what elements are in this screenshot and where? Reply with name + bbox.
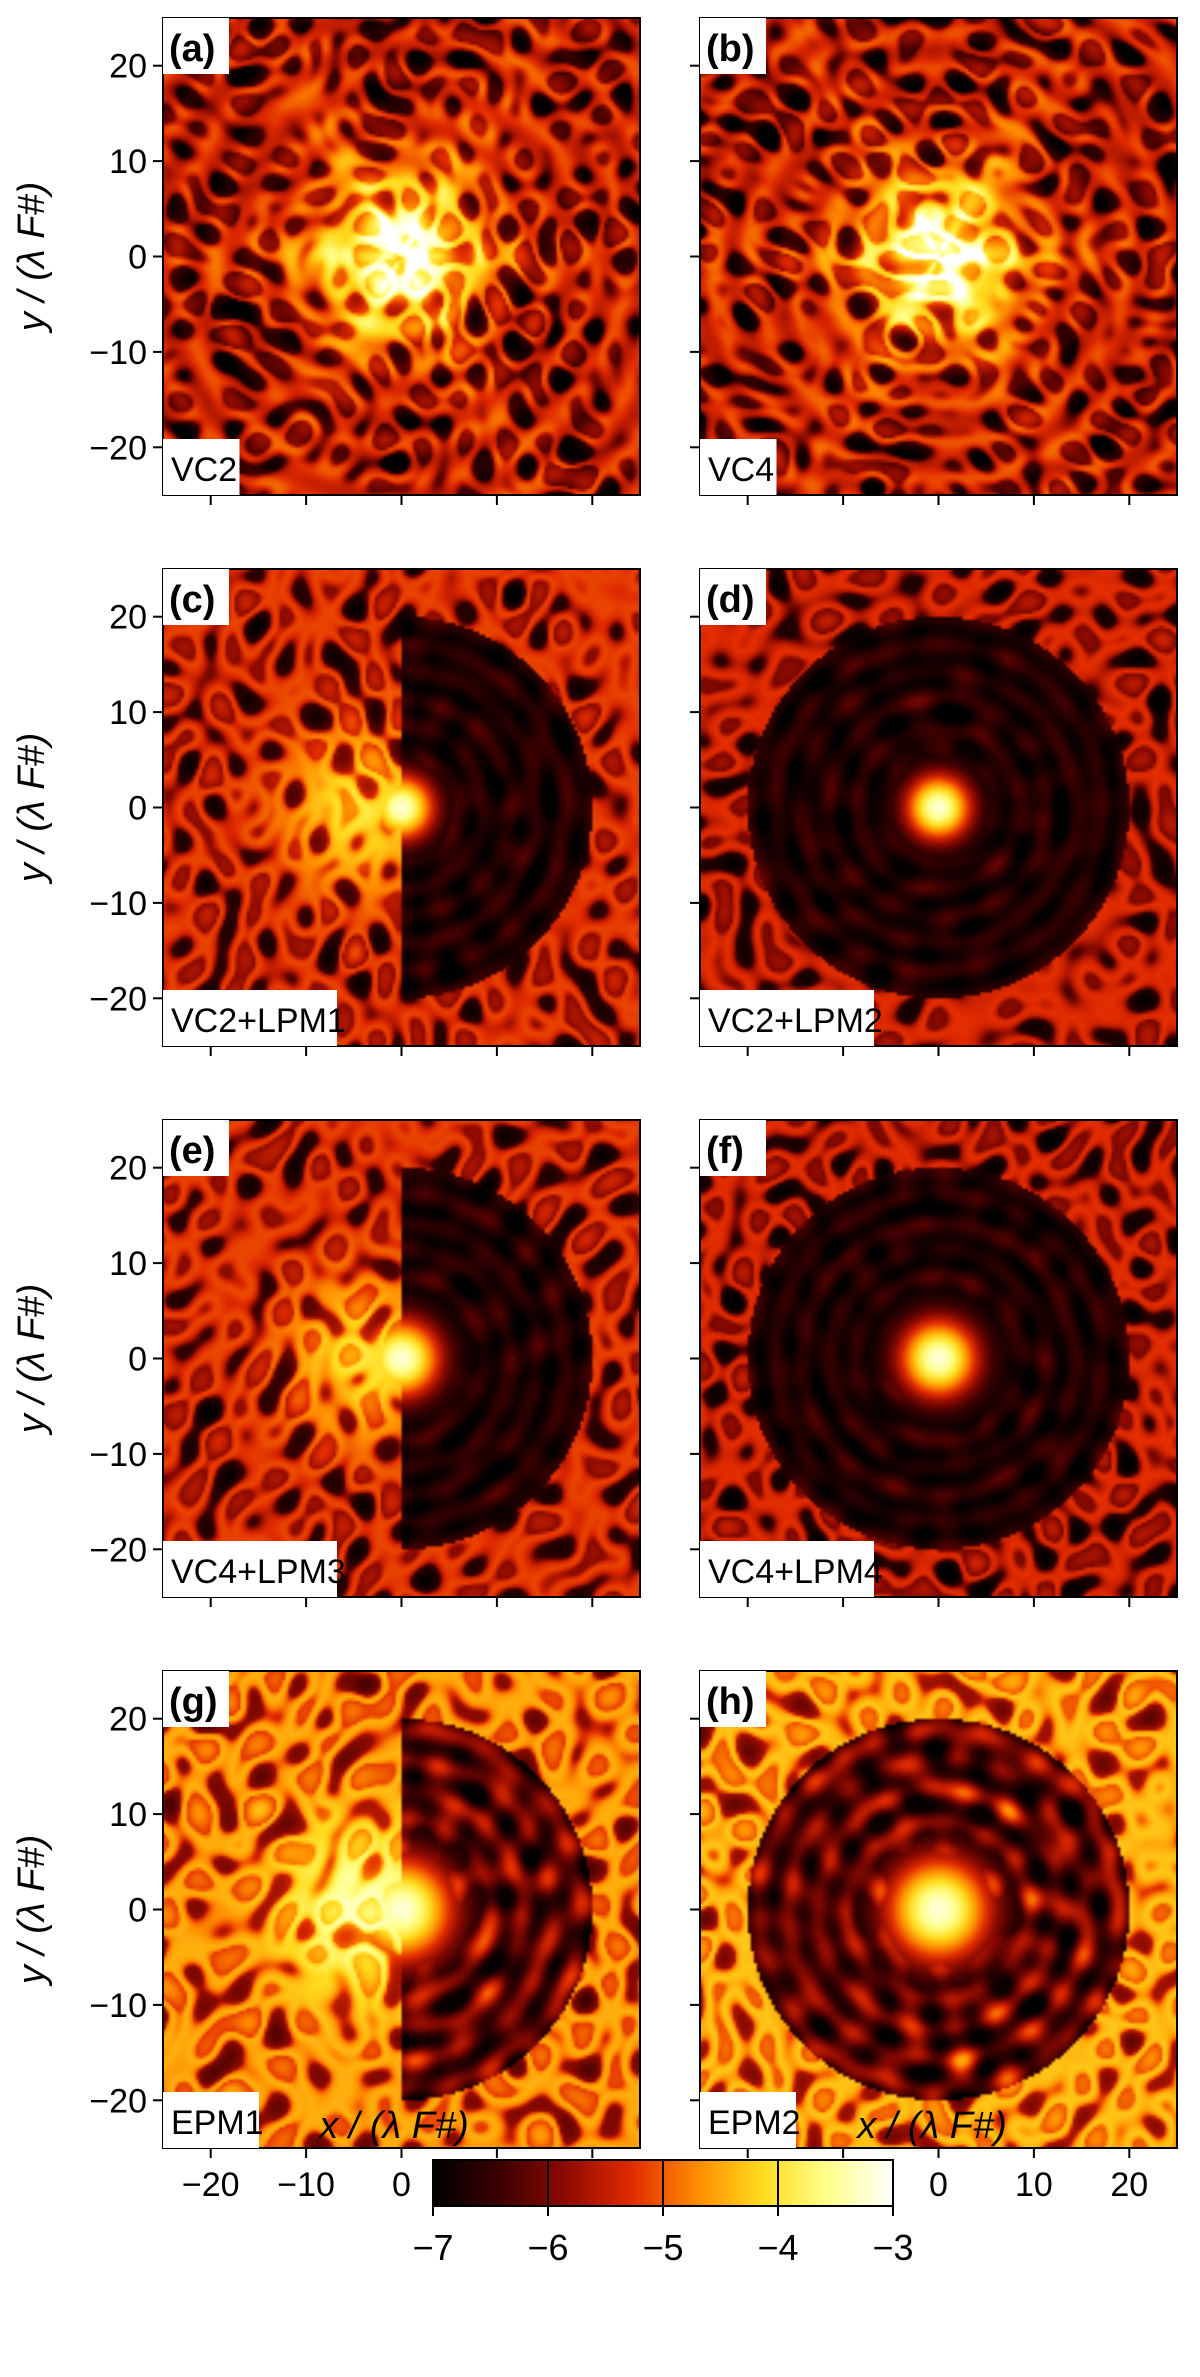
y-tick-label: 20	[109, 1150, 147, 1188]
y-tick-label: 10	[109, 1796, 147, 1834]
panel-name: VC4+LPM3	[171, 1553, 346, 1591]
panel-epm1: (g) EPM1	[162, 1670, 641, 2149]
heatmap-vc2-lpm2	[700, 569, 1177, 1046]
panel-name: VC2+LPM2	[708, 1002, 883, 1040]
x-axis-label-right: x / (λ F#)	[855, 2105, 1007, 2147]
panel-name-box	[163, 439, 240, 495]
panel-letter-box	[163, 18, 229, 74]
panels-group: (a) VC2 (b) VC4 (c) VC2+LPM1 (d) VC2+LPM2 (e) VC4…	[162, 17, 1178, 2149]
panel-vc4-lpm4: (f) VC4+LPM4	[699, 1119, 1178, 1598]
y-axis-label: y / (λ F#)	[11, 1284, 53, 1437]
panel-letter: (a)	[169, 28, 215, 70]
panel-name-box	[163, 2092, 259, 2148]
panel-letter-box	[163, 1120, 229, 1176]
y-tick-label: −10	[89, 1987, 147, 2025]
panel-letter: (b)	[706, 28, 755, 70]
x-tick-label: −10	[277, 2166, 335, 2204]
colorbar-tick-label: −5	[642, 2227, 683, 2268]
y-tick-label: 10	[109, 1245, 147, 1283]
y-tick-label: 0	[128, 239, 147, 277]
panel-letter-box	[700, 1671, 766, 1727]
y-tick-label: 0	[128, 1892, 147, 1930]
y-tick-label: 0	[128, 1341, 147, 1379]
heatmap-vc4	[700, 18, 1177, 495]
panel-letter: (g)	[169, 1681, 218, 1723]
heatmap-vc2-lpm1	[163, 569, 640, 1046]
y-tick-label: −20	[89, 2082, 147, 2120]
heatmap-vc4-lpm4	[700, 1120, 1177, 1597]
y-tick-label: −20	[89, 1531, 147, 1569]
panel-vc2: (a) VC2	[162, 17, 641, 496]
panel-vc4-lpm3: (e) VC4+LPM3	[162, 1119, 641, 1598]
panel-letter-box	[700, 1120, 766, 1176]
panel-vc2-lpm1: (c) VC2+LPM1	[162, 568, 641, 1047]
panel-letter-box	[700, 18, 766, 74]
panel-letter: (c)	[169, 579, 215, 621]
y-tick-label: 20	[109, 599, 147, 637]
panel-letter-box	[163, 1671, 229, 1727]
panel-name-box	[700, 2092, 796, 2148]
panel-vc4: (b) VC4	[699, 17, 1178, 496]
panel-letter-box	[163, 569, 229, 625]
y-tick-label: −10	[89, 885, 147, 923]
heatmap-vc2	[163, 18, 640, 495]
x-tick-label: −20	[182, 2166, 240, 2204]
heatmap-epm1	[163, 1671, 640, 2148]
panel-name-box	[700, 990, 874, 1046]
panel-name: VC4	[708, 451, 774, 489]
panel-name-box	[700, 439, 777, 495]
colorbar-tick-label: −7	[412, 2227, 453, 2268]
panel-letter: (h)	[706, 1681, 755, 1723]
panel-name-box	[163, 990, 337, 1046]
panel-name-box	[700, 1541, 874, 1597]
panel-name: VC4+LPM4	[708, 1553, 883, 1591]
heatmap-vc4-lpm3	[163, 1120, 640, 1597]
y-tick-label: 20	[109, 48, 147, 86]
colorbar-tick-label: −3	[872, 2227, 913, 2268]
panel-epm2: (h) EPM2	[699, 1670, 1178, 2149]
x-tick-label: 10	[1015, 2166, 1053, 2204]
panel-name: EPM2	[708, 2104, 801, 2142]
x-tick-label: 20	[1110, 2166, 1148, 2204]
y-tick-label: −20	[89, 980, 147, 1018]
y-axis-label: y / (λ F#)	[11, 1835, 53, 1988]
colorbar: −7 −6 −5 −4 −3	[412, 2159, 914, 2268]
y-tick-label: 20	[109, 1701, 147, 1739]
panel-vc2-lpm2: (d) VC2+LPM2	[699, 568, 1178, 1047]
y-tick-label: −20	[89, 429, 147, 467]
panel-letter: (d)	[706, 579, 755, 621]
heatmap-epm2	[700, 1671, 1177, 2148]
y-tick-label: −10	[89, 1436, 147, 1474]
panel-letter: (e)	[169, 1130, 215, 1172]
x-axis-label-left: x / (λ F#)	[317, 2105, 469, 2147]
panel-name: EPM1	[171, 2104, 264, 2142]
colorbar-tick-label: −6	[527, 2227, 568, 2268]
colorbar-tick-label: −4	[757, 2227, 798, 2268]
x-tick-label: 0	[392, 2166, 411, 2204]
x-tick-label: 0	[929, 2166, 948, 2204]
panel-letter: (f)	[706, 1130, 744, 1172]
panel-name: VC2+LPM1	[171, 1002, 346, 1040]
y-axis-label: y / (λ F#)	[11, 182, 53, 335]
y-tick-label: 0	[128, 790, 147, 828]
y-tick-label: 10	[109, 143, 147, 181]
panel-name: VC2	[171, 451, 237, 489]
panel-letter-box	[700, 569, 766, 625]
panel-name-box	[163, 1541, 337, 1597]
y-tick-label: 10	[109, 694, 147, 732]
y-tick-label: −10	[89, 334, 147, 372]
y-axis-label: y / (λ F#)	[11, 733, 53, 886]
